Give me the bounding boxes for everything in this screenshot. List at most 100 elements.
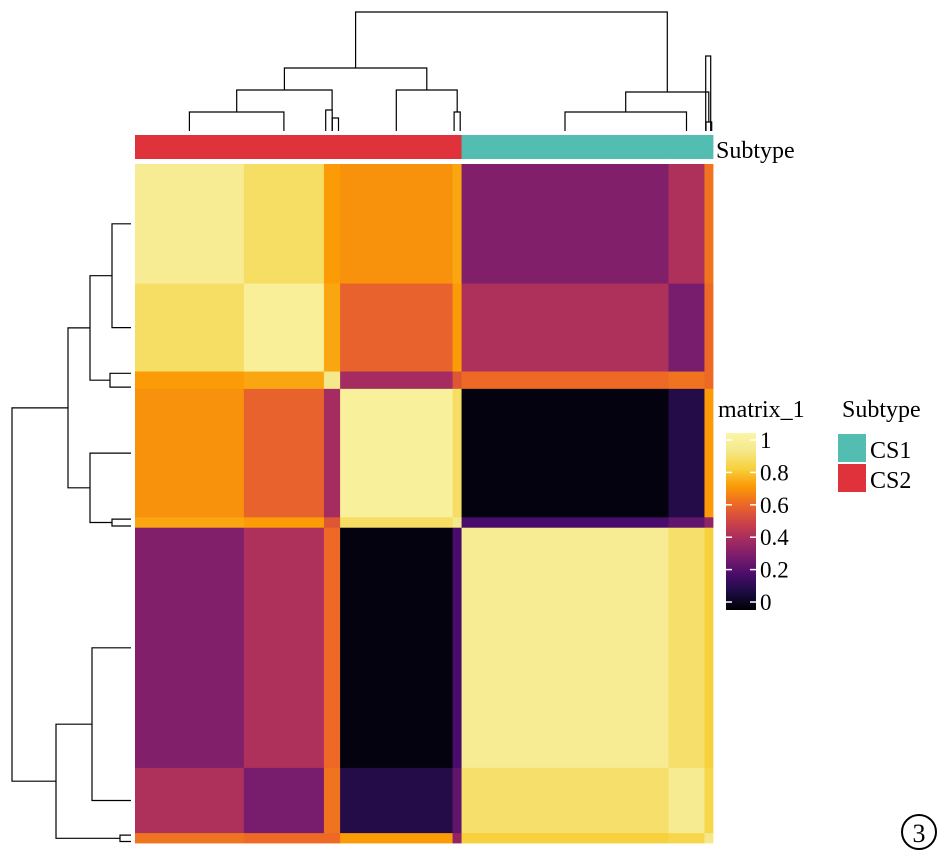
heatmap-cell-s2-s5 <box>336 375 341 379</box>
heatmap-cell-s2-s4 <box>333 375 338 379</box>
heatmap-cell-t2-s3 <box>330 520 335 525</box>
figure-label: 3 <box>901 814 937 850</box>
heatmap-cell-s4-t2 <box>455 381 460 386</box>
heatmap-cell-A-s5 <box>336 164 341 284</box>
heatmap-cell-s4-A <box>135 381 245 386</box>
left-merge-a-b <box>111 223 131 329</box>
heatmap-cell-s2-D <box>461 375 669 379</box>
heatmap-cell-s1-C <box>340 371 453 376</box>
heatmap-cell-E-t3 <box>458 767 462 834</box>
heatmap-cell-E-t2 <box>455 767 460 834</box>
heatmap-cell-s2-u3 <box>710 375 714 379</box>
top-merge-right-pad <box>705 55 712 131</box>
heatmap-cell-C-u2 <box>707 388 711 518</box>
heatmap-cell-u1-E <box>668 833 705 838</box>
heatmap-cell-A-t2 <box>455 164 460 284</box>
legend-colorbar <box>726 433 756 610</box>
heatmap-cell-t1-t3 <box>458 517 462 522</box>
heatmap-cell-u2-t2 <box>455 837 460 841</box>
heatmap-cell-s5-s1 <box>323 385 328 390</box>
subtype-legend: Subtype CS1 CS2 <box>838 397 921 494</box>
heatmap-cell-s3-s2 <box>327 378 332 383</box>
heatmap-cell-s2-s1 <box>323 375 328 379</box>
heatmap-cell-E-A <box>135 767 245 834</box>
heatmap-cell-E-C <box>340 767 453 834</box>
heatmap-cell-t1-s5 <box>336 517 341 522</box>
legend-tick-label: 0 <box>760 590 772 615</box>
heatmap-cell-t1-s1 <box>323 517 328 522</box>
legend-tick-label: 0.8 <box>760 460 789 485</box>
heatmap-cell-C-E <box>668 388 705 518</box>
heatmap-cell-t2-s2 <box>327 520 332 525</box>
column-dendrogram <box>188 11 713 131</box>
heatmap-cell-C-s5 <box>336 388 341 518</box>
heatmap-cell-s5-B <box>243 385 325 390</box>
heatmap-cell-t2-t1 <box>452 520 457 525</box>
heatmap-cell-B-s3 <box>330 283 335 372</box>
heatmap-cell-s4-u1 <box>704 381 708 386</box>
subtype-label-cs2: CS2 <box>870 468 911 494</box>
heatmap-cell-D-s3 <box>330 527 335 769</box>
heatmap-cell-s4-s3 <box>330 381 335 386</box>
annotation-cell-s1 <box>323 135 328 159</box>
top-merge-s1 <box>325 109 333 131</box>
heatmap-cell-B-B <box>243 283 325 372</box>
heatmap-cell-s4-s2 <box>327 381 332 386</box>
heatmap-cell-u3-D <box>461 840 669 844</box>
heatmap-cell-t1-A <box>135 517 245 522</box>
heatmap-cell-s5-s2 <box>327 385 332 390</box>
heatmap-cell-u1-u3 <box>710 833 714 838</box>
heatmap-cell-s5-s5 <box>336 385 341 390</box>
heatmap-cell-u3-A <box>135 840 245 844</box>
heatmap-cell-s4-s1 <box>323 381 328 386</box>
heatmap-cell-E-s4 <box>333 767 338 834</box>
heatmap-cell-t2-t3 <box>458 520 462 525</box>
left-merge-t <box>111 518 131 527</box>
top-merge-c-t <box>395 89 458 131</box>
heatmap-cell-u1-t3 <box>458 833 462 838</box>
heatmap-cell-s2-C <box>340 375 453 379</box>
top-merge-ab-s <box>236 89 333 112</box>
heatmap-cell-E-u2 <box>707 767 711 834</box>
heatmap-cell-s4-C <box>340 381 453 386</box>
heatmap-cell-s2-u2 <box>707 375 711 379</box>
heatmap-cell-s4-E <box>668 381 705 386</box>
top-merge-de-u <box>625 91 710 122</box>
heatmap-cell-E-s5 <box>336 767 341 834</box>
heatmap-cell-u2-s3 <box>330 837 335 841</box>
heatmap-cell-C-B <box>243 388 325 518</box>
heatmap-cell-s5-u2 <box>707 385 711 390</box>
heatmap-cell-s5-s4 <box>333 385 338 390</box>
heatmap-cell-E-E <box>668 767 705 834</box>
left-merge-de-u <box>55 723 120 839</box>
heatmap-cell-u1-t2 <box>455 833 460 838</box>
heatmap-cell-s1-t1 <box>452 371 457 376</box>
heatmap-cell-s1-s5 <box>336 371 341 376</box>
heatmap-cell-t2-u2 <box>707 520 711 525</box>
heatmap-cell-u3-u2 <box>707 840 711 844</box>
heatmap-cell-C-t3 <box>458 388 462 518</box>
heatmap-cell-t1-s4 <box>333 517 338 522</box>
heatmap-cell-B-A <box>135 283 245 372</box>
heatmap-cell-D-E <box>668 527 705 769</box>
heatmap-cell-s5-t1 <box>452 385 457 390</box>
heatmap-cell-E-u3 <box>710 767 714 834</box>
heatmap-cell-s5-D <box>461 385 669 390</box>
heatmap-cell-t3-B <box>243 524 325 529</box>
heatmap-cell-s5-u3 <box>710 385 714 390</box>
left-merge-c-t <box>89 452 131 524</box>
heatmap-cell-D-s4 <box>333 527 338 769</box>
subtype-swatch-cs1 <box>838 434 866 462</box>
heatmap-cell-s3-u1 <box>704 378 708 383</box>
annotation-cell-A <box>135 135 245 159</box>
heatmap-cell-t2-A <box>135 520 245 525</box>
heatmap-cell-u1-s2 <box>327 833 332 838</box>
heatmap-cell-s1-A <box>135 371 245 376</box>
heatmap-cell-t3-C <box>340 524 453 529</box>
heatmap-cell-u2-B <box>243 837 325 841</box>
annotation-cell-D <box>461 135 669 159</box>
heatmap-cell-s3-u3 <box>710 378 714 383</box>
heatmap-cell-s3-t1 <box>452 378 457 383</box>
heatmap-cell-C-t1 <box>452 388 457 518</box>
heatmap-cell-u1-D <box>461 833 669 838</box>
